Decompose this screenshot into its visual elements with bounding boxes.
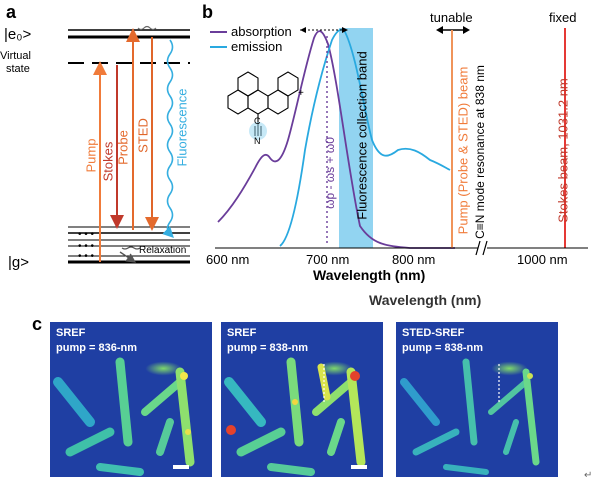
relaxation-label: Relaxation [139, 245, 187, 256]
legend-absorption: absorption [231, 24, 292, 39]
fluorescence-wavy-arrow [162, 39, 174, 238]
state-label: state [6, 63, 30, 75]
cn-mode-label: C≡N mode resonance at 838 nm [473, 65, 487, 239]
energy-level-diagram: • • • • • • • • • [68, 25, 190, 264]
emission-curve [279, 28, 451, 247]
fixed-label: fixed [549, 10, 577, 25]
micrograph-1-subtitle: pump = 836-nm [56, 342, 137, 354]
panel-a-letter: a [6, 2, 17, 22]
svg-text:• • •: • • • [78, 251, 95, 262]
corner-return-mark: ↵ [584, 470, 593, 481]
pump-beam-label: Pump (Probe & STED) beam [455, 66, 471, 235]
legend-emission: emission [231, 39, 283, 54]
tick-1000: 1000 nm [517, 252, 568, 267]
micrograph-3-subtitle: pump = 838-nm [402, 342, 483, 354]
frequency-label: ωp - ωs + ω0 [323, 137, 337, 209]
stokes-beam-label: Stokes beam, 1031.2 nm [555, 78, 571, 223]
relaxation-arrow [121, 246, 141, 250]
micrograph-sref-836: SREF pump = 836-nm [50, 322, 212, 477]
svg-text:• • •: • • • [78, 229, 95, 240]
spectrum-chart [210, 26, 588, 256]
molecule-c-label: C [254, 116, 261, 126]
micrograph-2-title: SREF [227, 327, 257, 339]
molecule-n-label: N [254, 136, 261, 146]
absorption-curve [217, 30, 455, 249]
micrograph-sref-838: SREF pump = 838-nm [221, 322, 383, 477]
tunable-label: tunable [430, 10, 473, 25]
micrograph-2-subtitle: pump = 838-nm [227, 342, 308, 354]
ground-label: |g> [8, 254, 29, 271]
scale-bar [173, 465, 189, 469]
svg-text:• • •: • • • [78, 241, 95, 252]
panel-b-letter: b [202, 2, 213, 22]
panel-c-letter: c [32, 314, 43, 334]
scale-bar [351, 465, 367, 469]
x-axis-label: Wavelength (nm) [313, 267, 426, 283]
micrograph-sted-sref-838: STED-SREF pump = 838-nm [396, 322, 558, 477]
tick-700: 700 nm [306, 252, 350, 267]
fluorescence-band-label: Fluorescence collection band [354, 51, 370, 220]
tick-600: 600 nm [206, 252, 250, 267]
micrograph-3-title: STED-SREF [402, 327, 465, 339]
tick-800: 800 nm [392, 252, 436, 267]
molecule-plus-label: + [298, 88, 304, 99]
micrograph-1-title: SREF [56, 327, 86, 339]
panel-c-axis-label: Wavelength (nm) [369, 292, 482, 308]
e0-label: |e₀> [4, 26, 32, 43]
virtual-label: Virtual [0, 50, 31, 62]
